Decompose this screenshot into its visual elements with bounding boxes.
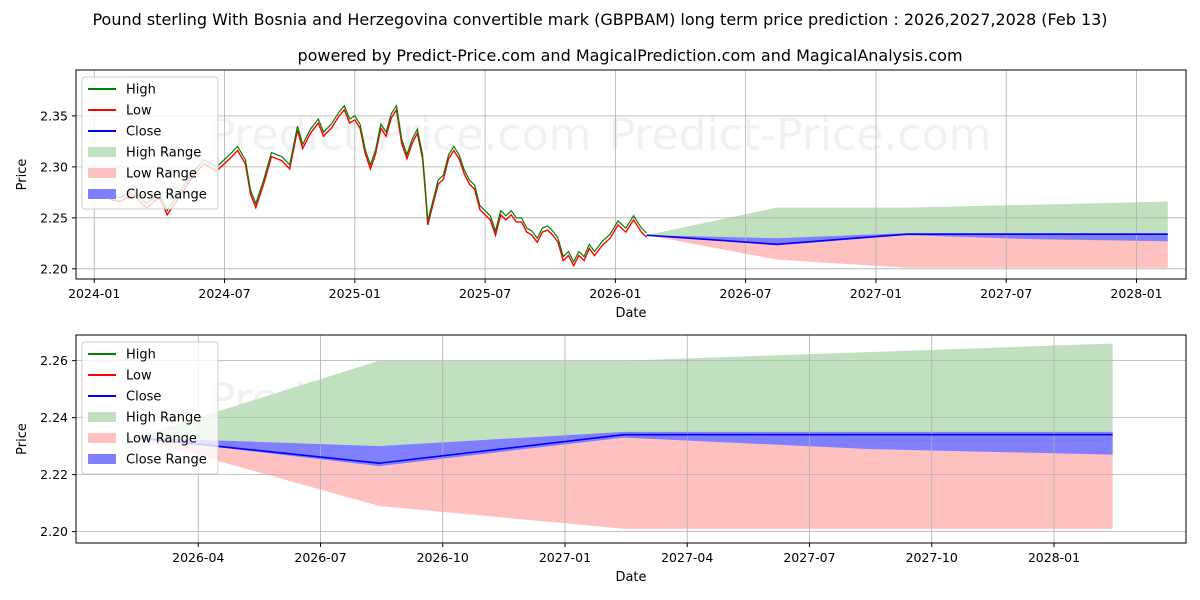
x-tick-label: 2025-07: [459, 286, 511, 301]
x-tick-label: 2027-01: [850, 286, 902, 301]
axes-frame: [75, 69, 1187, 280]
legend-item-label: High: [126, 348, 156, 363]
y-tick-label: 2.20: [40, 524, 68, 539]
x-tick-label: 2027-10: [906, 550, 958, 565]
low-range-area: [646, 234, 1168, 268]
x-tick-label: 2024-01: [68, 286, 120, 301]
x-axis-label: Date: [615, 570, 646, 585]
x-tick-label: 2024-07: [198, 286, 250, 301]
y-tick-label: 2.26: [40, 353, 68, 368]
low-range-area: [134, 434, 1113, 529]
y-tick-label: 2.25: [40, 210, 68, 225]
x-tick-label: 2026-01: [589, 286, 641, 301]
y-tick-label: 2.35: [40, 108, 68, 123]
legend-item-label: Low: [126, 104, 152, 119]
legend-item-label: High Range: [126, 411, 201, 426]
close-range-area: [134, 431, 1113, 467]
chart-subtitle: powered by Predict-Price.com and Magical…: [297, 46, 962, 65]
y-axis-label: Price: [15, 159, 30, 191]
legend-item-label: Low: [126, 369, 152, 384]
legend-swatch-patch: [88, 433, 116, 443]
x-tick-label: 2028-01: [1028, 550, 1080, 565]
watermark-text: Predict-Price.com: [609, 109, 992, 160]
x-tick-label: 2027-04: [661, 550, 713, 565]
legend-swatch-patch: [88, 454, 116, 464]
legend-item-label: High Range: [126, 146, 201, 161]
x-tick-label: 2026-07: [294, 550, 346, 565]
legend-item-label: Close Range: [126, 453, 207, 468]
top-chart-panel: Predict-Price.com Predict-Price.com 2024-0…: [15, 69, 1187, 321]
legend-swatch-patch: [88, 412, 116, 422]
gridlines: [76, 70, 1186, 279]
x-tick-label: 2028-01: [1110, 286, 1162, 301]
y-tick-label: 2.22: [40, 467, 68, 482]
close-series-line: [134, 433, 1113, 465]
legend-swatch-patch: [88, 168, 116, 178]
x-tick-label: 2027-07: [980, 286, 1032, 301]
legend-swatch-patch: [88, 189, 116, 199]
x-axis-label: Date: [615, 306, 646, 321]
x-tick-label: 2026-04: [172, 550, 224, 565]
x-tick-label: 2027-07: [783, 550, 835, 565]
y-axis-label: Price: [15, 423, 30, 455]
y-tick-label: 2.24: [40, 410, 68, 425]
x-tick-label: 2027-01: [539, 550, 591, 565]
y-tick-label: 2.30: [40, 159, 68, 174]
x-tick-label: 2026-07: [720, 286, 772, 301]
legend-item-label: Low Range: [126, 432, 197, 447]
close-series-line: [646, 233, 1168, 246]
high-series-line: [109, 104, 648, 263]
chart-title: Pound sterling With Bosnia and Herzegovi…: [92, 10, 1107, 29]
legend-item-label: Low Range: [126, 167, 197, 182]
bottom-chart-panel: Predict-Price.comPredict-Price.com2026-0…: [15, 334, 1187, 585]
x-tick-label: 2025-01: [329, 286, 381, 301]
legend-item-label: High: [126, 83, 156, 98]
y-tick-label: 2.20: [40, 261, 68, 276]
legend-item-label: Close: [126, 390, 161, 405]
axes-frame: [75, 334, 1187, 544]
legend-item-label: Close: [126, 125, 161, 140]
legend: High Low Close High Range Low Range Close Ran…: [81, 76, 219, 210]
legend-swatch-patch: [88, 147, 116, 157]
close-range-area: [646, 233, 1168, 246]
x-tick-label: 2026-10: [417, 550, 469, 565]
legend: High Low Close High Range Low Range Close Ran…: [81, 341, 219, 475]
legend-item-label: Close Range: [126, 188, 207, 203]
gridlines: [76, 335, 1186, 543]
